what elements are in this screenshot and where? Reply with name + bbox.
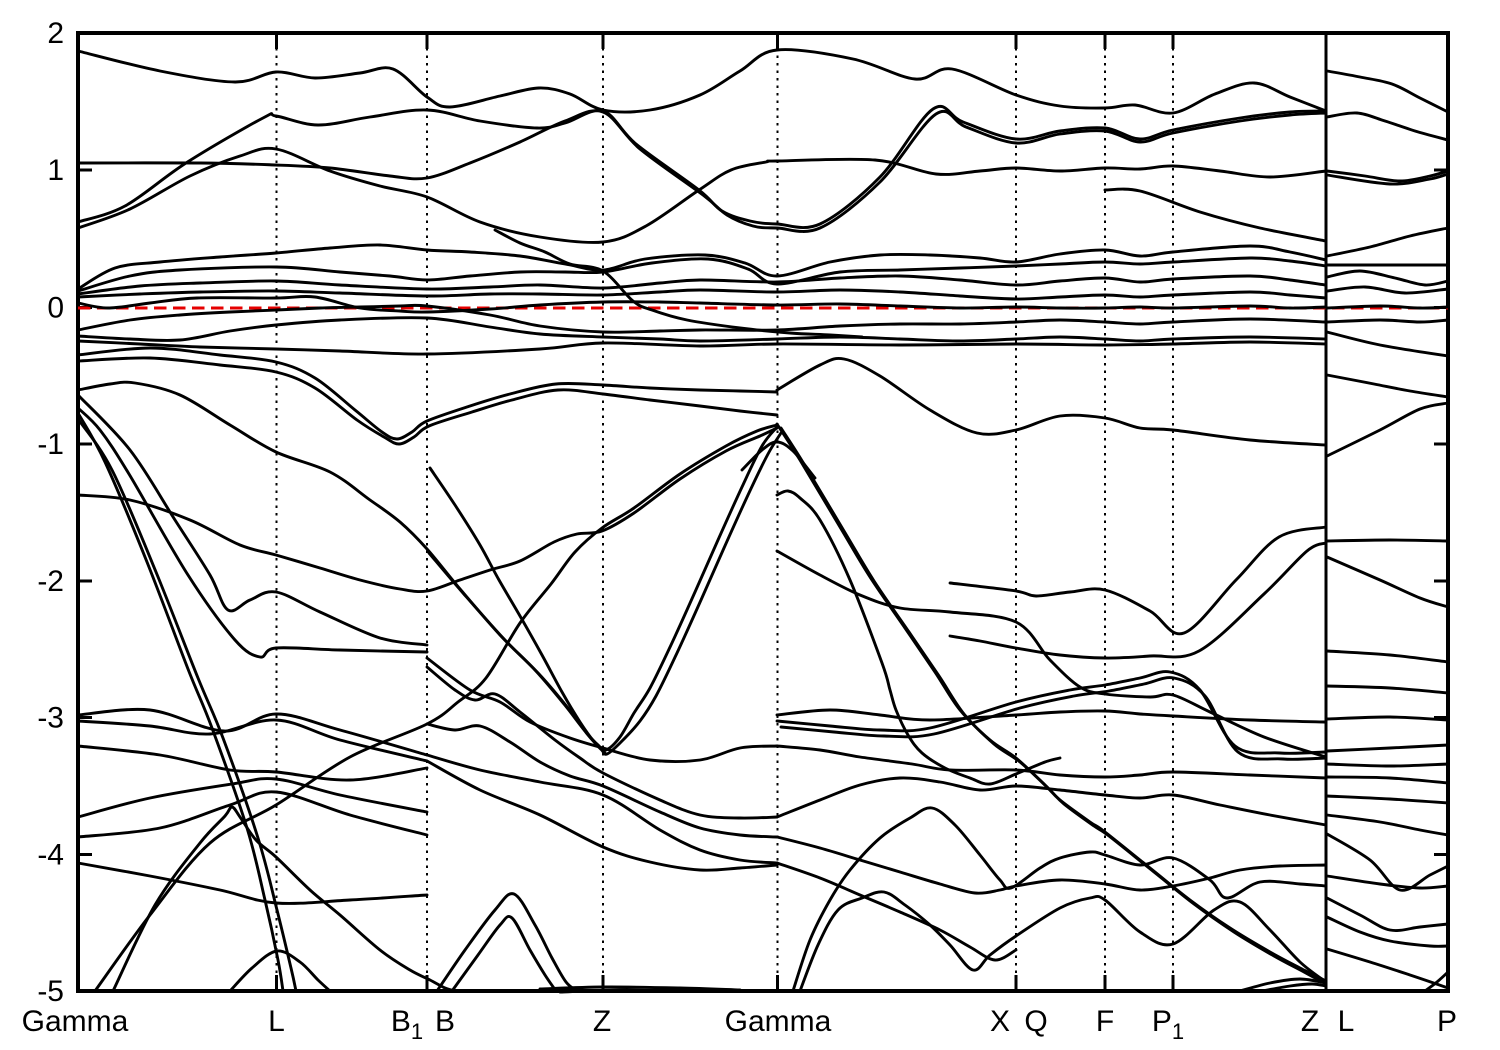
svg-text:L: L: [1338, 1005, 1355, 1038]
svg-text:B: B: [435, 1005, 455, 1038]
svg-text:-3: -3: [37, 702, 64, 735]
svg-text:-2: -2: [37, 565, 64, 598]
svg-text:Z: Z: [1301, 1005, 1319, 1038]
svg-text:P: P: [1437, 1005, 1457, 1038]
svg-text:X: X: [990, 1005, 1010, 1038]
svg-text:Gamma: Gamma: [725, 1005, 832, 1038]
svg-text:0: 0: [47, 292, 64, 325]
svg-text:2: 2: [47, 17, 64, 50]
svg-text:Q: Q: [1024, 1005, 1047, 1038]
svg-text:1: 1: [47, 154, 64, 187]
svg-text:L: L: [268, 1005, 285, 1038]
svg-text:F: F: [1096, 1005, 1114, 1038]
svg-text:-5: -5: [37, 975, 64, 1008]
svg-text:-1: -1: [37, 428, 64, 461]
svg-text:Gamma: Gamma: [22, 1005, 129, 1038]
svg-text:-4: -4: [37, 839, 64, 872]
svg-text:Z: Z: [593, 1005, 611, 1038]
